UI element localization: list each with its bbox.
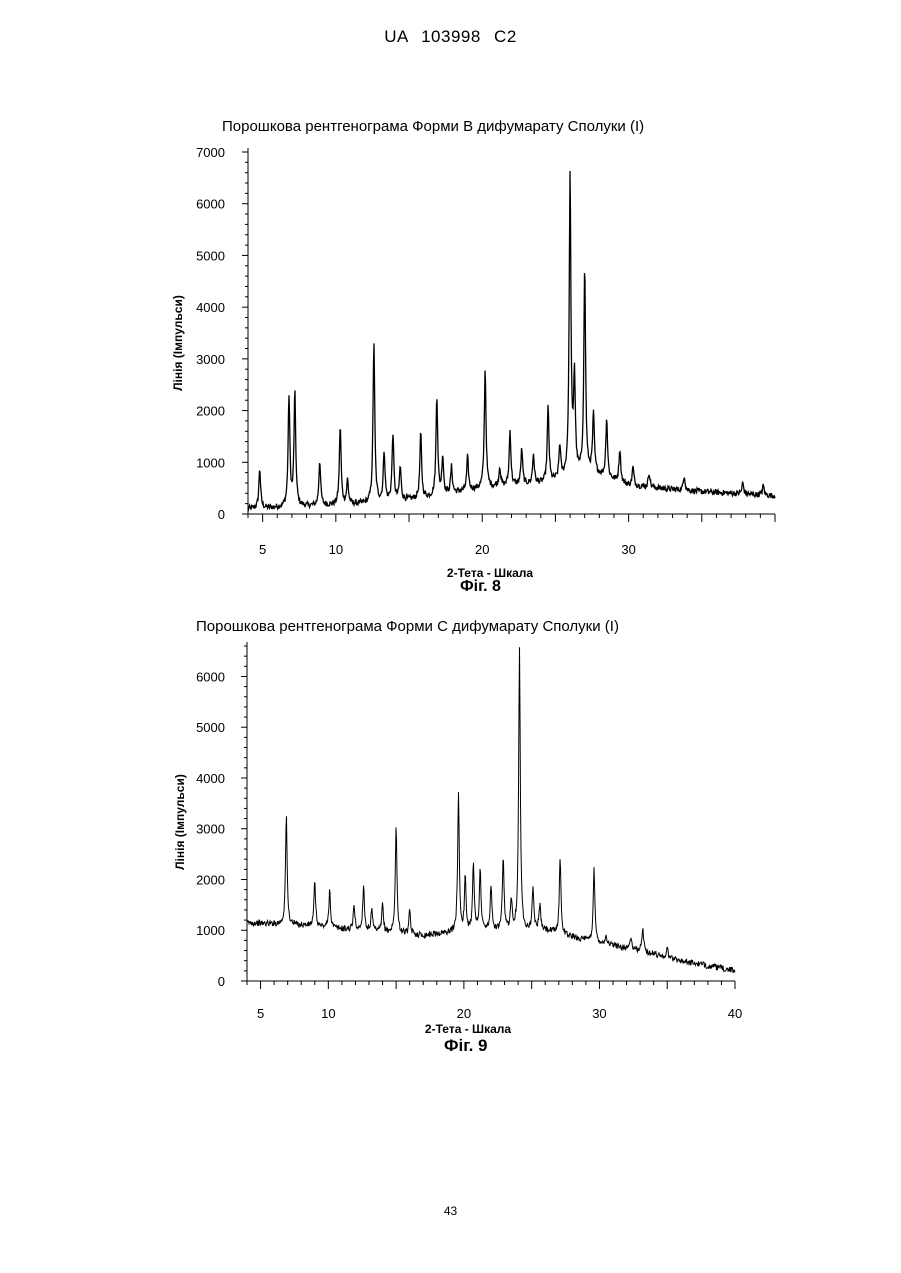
figure-caption-9: Фіг. 9 (444, 1036, 488, 1056)
x-tick-label: 10 (321, 1006, 335, 1021)
peak-point (285, 814, 288, 817)
peak-point (559, 855, 562, 858)
xrpd-chart-form-c: 0 1000 2000 3000 4000 5000 6000 5 10 20 30 40 2-Тета… (0, 0, 901, 1060)
x-tick-label: 30 (592, 1006, 606, 1021)
x-tick-label: 20 (457, 1006, 471, 1021)
y-axis-title: Лінія (Імпульси) (173, 774, 187, 870)
y-tick-label: 2000 (196, 872, 225, 887)
page-number: 43 (0, 1204, 901, 1218)
x-axis-title: 2-Тета - Шкала (425, 1022, 511, 1036)
x-tick-label: 5 (257, 1006, 264, 1021)
diffraction-trace (247, 647, 735, 973)
y-tick-label: 4000 (196, 771, 225, 786)
peak-point (395, 822, 398, 825)
y-tick-label: 6000 (196, 669, 225, 684)
y-tick-label: 3000 (196, 822, 225, 837)
y-tick-label: 1000 (196, 923, 225, 938)
y-tick-label: 5000 (196, 720, 225, 735)
x-tick-label: 40 (728, 1006, 742, 1021)
y-tick-label: 0 (218, 974, 225, 989)
